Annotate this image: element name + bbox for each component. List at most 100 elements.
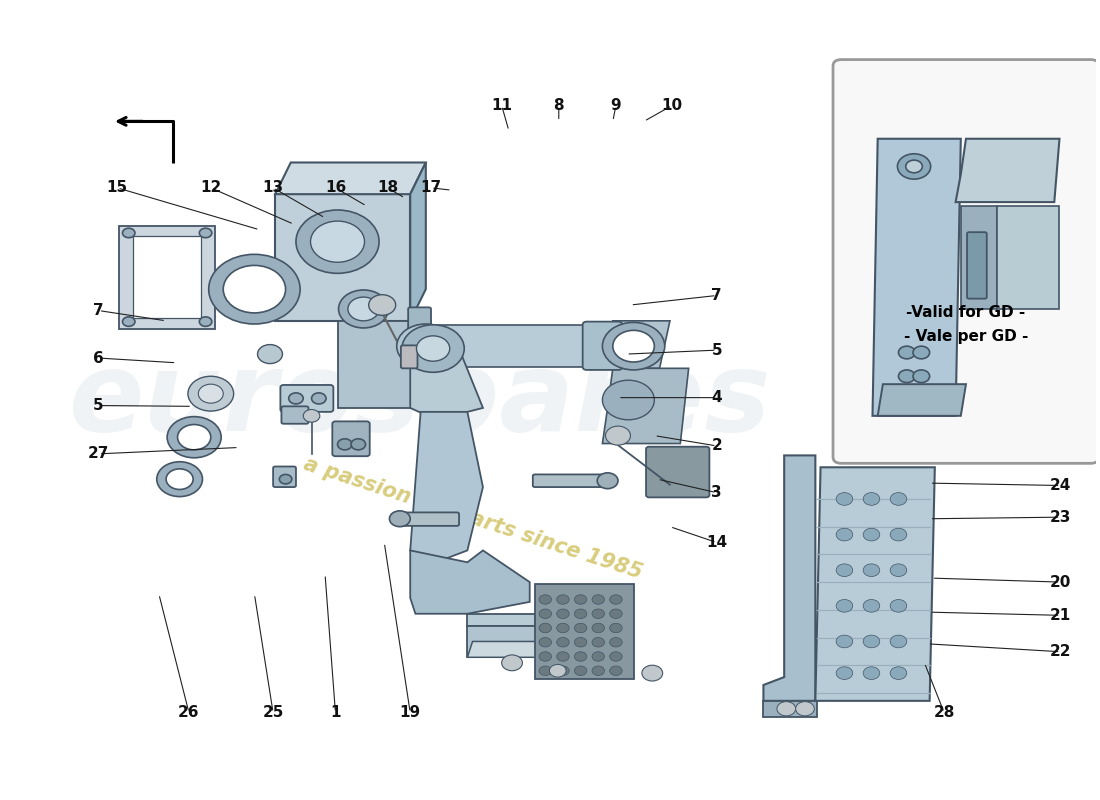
Text: 5: 5 xyxy=(712,342,722,358)
Circle shape xyxy=(913,346,930,359)
Circle shape xyxy=(609,623,623,633)
Text: 22: 22 xyxy=(1049,644,1071,659)
Circle shape xyxy=(864,599,880,612)
Circle shape xyxy=(199,317,212,326)
Circle shape xyxy=(864,666,880,679)
Text: 1: 1 xyxy=(330,706,341,720)
Circle shape xyxy=(603,380,654,420)
Circle shape xyxy=(557,594,569,604)
Text: 7: 7 xyxy=(94,303,103,318)
Circle shape xyxy=(890,528,906,541)
Polygon shape xyxy=(410,412,483,562)
Text: 20: 20 xyxy=(1049,574,1071,590)
Circle shape xyxy=(310,221,364,262)
FancyBboxPatch shape xyxy=(532,474,607,487)
Circle shape xyxy=(609,594,623,604)
Polygon shape xyxy=(763,455,815,701)
Circle shape xyxy=(592,638,605,647)
Circle shape xyxy=(864,635,880,648)
Text: 8: 8 xyxy=(553,98,564,113)
Circle shape xyxy=(890,493,906,506)
Circle shape xyxy=(279,474,292,484)
Text: 4: 4 xyxy=(712,390,722,405)
FancyBboxPatch shape xyxy=(833,59,1099,463)
Circle shape xyxy=(913,370,930,382)
Circle shape xyxy=(166,469,194,490)
Circle shape xyxy=(836,599,852,612)
FancyBboxPatch shape xyxy=(332,422,370,456)
Circle shape xyxy=(642,666,662,681)
FancyBboxPatch shape xyxy=(398,513,459,526)
Polygon shape xyxy=(275,162,426,194)
Circle shape xyxy=(557,638,569,647)
Polygon shape xyxy=(410,357,483,420)
Text: 21: 21 xyxy=(1049,608,1071,623)
Polygon shape xyxy=(338,321,416,408)
Text: 27: 27 xyxy=(88,446,109,462)
Circle shape xyxy=(502,655,522,670)
Circle shape xyxy=(209,254,300,324)
Text: 3: 3 xyxy=(712,485,722,500)
Circle shape xyxy=(899,370,915,382)
Circle shape xyxy=(592,666,605,675)
Text: - Vale per GD -: - Vale per GD - xyxy=(904,329,1028,344)
Text: 24: 24 xyxy=(1049,478,1071,493)
Circle shape xyxy=(167,417,221,458)
Circle shape xyxy=(864,528,880,541)
Circle shape xyxy=(557,666,569,675)
Polygon shape xyxy=(956,138,1059,202)
Circle shape xyxy=(304,410,320,422)
Circle shape xyxy=(122,317,135,326)
Circle shape xyxy=(795,702,814,716)
Text: 23: 23 xyxy=(1049,510,1071,525)
Circle shape xyxy=(899,346,915,359)
Circle shape xyxy=(539,594,551,604)
Circle shape xyxy=(890,635,906,648)
Text: 6: 6 xyxy=(94,350,104,366)
FancyBboxPatch shape xyxy=(282,406,308,424)
Circle shape xyxy=(296,210,380,274)
FancyBboxPatch shape xyxy=(400,346,418,368)
Text: 17: 17 xyxy=(420,180,441,195)
Circle shape xyxy=(890,666,906,679)
Circle shape xyxy=(592,652,605,662)
Polygon shape xyxy=(815,467,935,701)
Circle shape xyxy=(368,294,396,315)
Circle shape xyxy=(348,297,380,321)
Circle shape xyxy=(890,599,906,612)
FancyBboxPatch shape xyxy=(408,307,431,354)
Circle shape xyxy=(905,160,923,173)
Polygon shape xyxy=(535,584,634,678)
FancyBboxPatch shape xyxy=(280,385,333,412)
Text: 9: 9 xyxy=(610,98,621,113)
Polygon shape xyxy=(763,701,817,717)
Text: 25: 25 xyxy=(263,706,284,720)
Circle shape xyxy=(574,652,586,662)
Circle shape xyxy=(402,325,464,372)
Circle shape xyxy=(539,623,551,633)
Circle shape xyxy=(389,511,410,526)
Text: a passion for parts since 1985: a passion for parts since 1985 xyxy=(300,454,645,583)
Text: 13: 13 xyxy=(263,180,284,195)
Circle shape xyxy=(338,438,352,450)
Circle shape xyxy=(539,638,551,647)
Polygon shape xyxy=(960,206,997,309)
Polygon shape xyxy=(872,138,960,416)
Circle shape xyxy=(613,330,654,362)
Text: 28: 28 xyxy=(934,706,955,720)
Circle shape xyxy=(609,666,623,675)
Circle shape xyxy=(574,666,586,675)
Circle shape xyxy=(188,376,233,411)
Polygon shape xyxy=(997,206,1059,309)
Circle shape xyxy=(609,638,623,647)
FancyBboxPatch shape xyxy=(967,232,987,298)
Circle shape xyxy=(836,666,852,679)
Circle shape xyxy=(351,438,365,450)
Circle shape xyxy=(592,594,605,604)
Circle shape xyxy=(157,462,202,497)
Text: 15: 15 xyxy=(107,180,128,195)
Text: 2: 2 xyxy=(712,438,722,454)
Circle shape xyxy=(339,290,388,328)
Text: 7: 7 xyxy=(712,288,722,303)
Circle shape xyxy=(597,473,618,489)
